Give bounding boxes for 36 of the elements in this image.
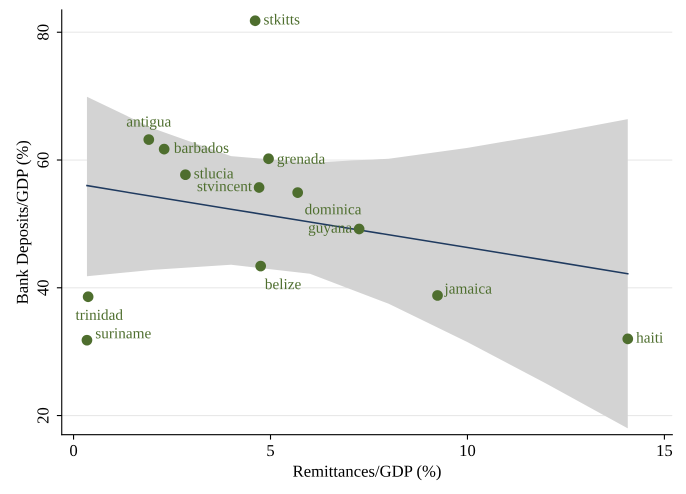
annotation: guyana xyxy=(308,224,352,236)
point xyxy=(255,260,266,272)
point xyxy=(82,334,92,346)
point xyxy=(432,290,443,301)
y-tick-label: 60 xyxy=(37,152,49,168)
x-axis-title: Remittances/GDP (%) xyxy=(293,465,441,480)
annotation: trinidad xyxy=(76,309,123,320)
point xyxy=(250,15,260,26)
y-tick-label: 40 xyxy=(37,280,49,296)
y-tick-label: 20 xyxy=(37,408,49,424)
annotation: barbados xyxy=(174,142,228,153)
x-tick-label: 0 xyxy=(70,444,78,456)
annotation: jamaica xyxy=(444,283,492,297)
annotation: antigua xyxy=(126,116,172,130)
annotation: suriname xyxy=(96,328,151,338)
annotation: grenada xyxy=(278,153,326,168)
annotation: haiti xyxy=(636,332,663,343)
x-tick-label: 15 xyxy=(658,445,672,456)
point xyxy=(180,169,191,180)
point xyxy=(158,144,170,155)
point xyxy=(82,291,94,302)
x-tick-label: 10 xyxy=(460,444,476,456)
point xyxy=(263,153,274,164)
x-tick-label: 5 xyxy=(267,445,274,456)
annotation: dominica xyxy=(305,204,362,214)
point xyxy=(143,134,154,145)
y-tick-label: 80 xyxy=(37,24,49,40)
annotation: stkitts xyxy=(264,14,300,25)
point xyxy=(354,224,364,234)
y-axis-title: Bank Deposits/GDP (%) xyxy=(16,140,32,304)
annotation: stvincent xyxy=(198,181,252,192)
point xyxy=(622,334,634,344)
annotation: belize xyxy=(264,278,301,290)
point xyxy=(254,182,264,193)
annotation: stlucia xyxy=(194,168,234,179)
point xyxy=(292,187,304,198)
